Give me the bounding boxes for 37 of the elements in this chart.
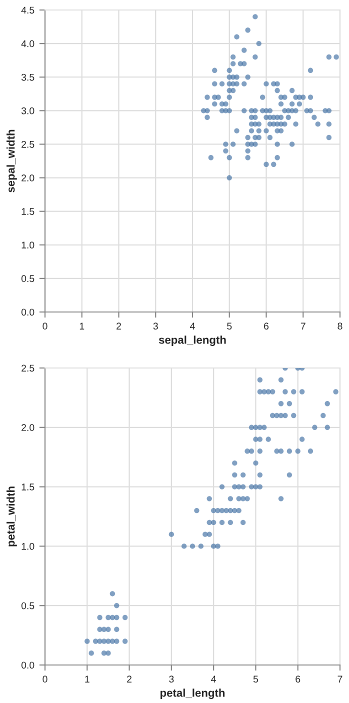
y-tick-label: 2.0 xyxy=(22,424,34,432)
y-tick-label: 0.5 xyxy=(21,275,34,282)
y-tick-label: 1.5 xyxy=(22,484,34,490)
y-tick-label: 1.5 xyxy=(22,208,34,215)
y-tick-label: 2.5 xyxy=(22,364,34,372)
y-tick-label: 4.0 xyxy=(21,40,34,48)
x-axis-title: petal_length xyxy=(160,688,225,700)
x-tick-label: 1 xyxy=(80,322,84,330)
y-tick-label: 0.0 xyxy=(21,662,34,669)
y-tick-label: 0.0 xyxy=(21,308,34,316)
y-tick-label: 3.5 xyxy=(21,74,34,81)
x-tick-label: 3 xyxy=(169,676,174,683)
y-axis-title: sepal_width xyxy=(6,130,17,192)
x-tick-label: 4 xyxy=(190,322,195,330)
y-tick-label: 2.0 xyxy=(22,174,34,182)
x-tick-label: 2 xyxy=(127,676,132,682)
x-tick-label: 0 xyxy=(42,676,48,683)
x-tick-label: 3 xyxy=(153,322,158,330)
y-tick-label: 1.0 xyxy=(22,542,34,550)
y-tick-label: 1.0 xyxy=(22,242,34,249)
x-tick-label: 7 xyxy=(338,676,342,682)
y-tick-label: 4.5 xyxy=(21,6,34,14)
x-axis-title: sepal_length xyxy=(158,336,226,346)
y-tick-label: 2.5 xyxy=(22,140,34,148)
x-tick-label: 2 xyxy=(116,322,121,330)
x-tick-label: 6 xyxy=(296,676,300,683)
x-tick-label: 5 xyxy=(227,322,232,330)
x-tick-label: 1 xyxy=(85,676,90,682)
y-axis-title: petal_width xyxy=(6,486,17,546)
x-tick-label: 7 xyxy=(300,322,306,330)
x-tick-label: 4 xyxy=(211,676,216,682)
y-tick-label: 0.5 xyxy=(21,602,34,610)
x-tick-label: 8 xyxy=(338,322,342,330)
y-tick-label: 3.0 xyxy=(21,107,34,114)
x-tick-label: 6 xyxy=(264,322,269,330)
x-tick-label: 0 xyxy=(42,322,48,330)
x-tick-label: 5 xyxy=(253,676,258,683)
